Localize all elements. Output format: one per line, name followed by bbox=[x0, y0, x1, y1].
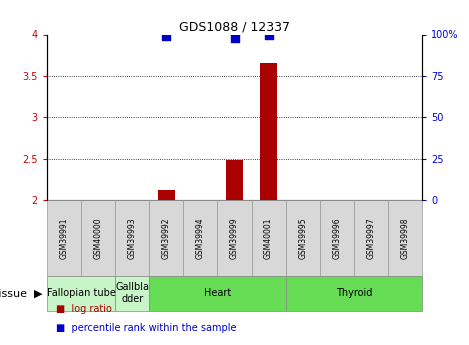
FancyBboxPatch shape bbox=[251, 200, 286, 276]
Text: Heart: Heart bbox=[204, 288, 231, 298]
Point bbox=[265, 32, 272, 37]
FancyBboxPatch shape bbox=[286, 200, 320, 276]
FancyBboxPatch shape bbox=[218, 200, 251, 276]
FancyBboxPatch shape bbox=[149, 276, 286, 310]
FancyBboxPatch shape bbox=[115, 200, 149, 276]
FancyBboxPatch shape bbox=[149, 200, 183, 276]
Bar bbox=[158, 190, 175, 200]
Text: GSM39999: GSM39999 bbox=[230, 217, 239, 259]
Text: Gallbla
dder: Gallbla dder bbox=[115, 283, 149, 304]
Bar bbox=[226, 160, 243, 200]
FancyBboxPatch shape bbox=[388, 200, 422, 276]
Text: GSM39998: GSM39998 bbox=[401, 217, 409, 259]
Text: ■  percentile rank within the sample: ■ percentile rank within the sample bbox=[56, 323, 237, 333]
FancyBboxPatch shape bbox=[354, 200, 388, 276]
FancyBboxPatch shape bbox=[81, 200, 115, 276]
Text: tissue  ▶: tissue ▶ bbox=[0, 288, 42, 298]
Bar bbox=[260, 63, 277, 200]
FancyBboxPatch shape bbox=[115, 276, 149, 310]
Text: Fallopian tube: Fallopian tube bbox=[46, 288, 115, 298]
Text: GSM39993: GSM39993 bbox=[128, 217, 136, 259]
Title: GDS1088 / 12337: GDS1088 / 12337 bbox=[179, 20, 290, 33]
Point bbox=[163, 33, 170, 39]
FancyBboxPatch shape bbox=[47, 200, 81, 276]
Text: GSM39995: GSM39995 bbox=[298, 217, 307, 259]
FancyBboxPatch shape bbox=[320, 200, 354, 276]
Text: Thyroid: Thyroid bbox=[336, 288, 372, 298]
Text: GSM39996: GSM39996 bbox=[333, 217, 341, 259]
Text: GSM39994: GSM39994 bbox=[196, 217, 205, 259]
Text: GSM39992: GSM39992 bbox=[162, 217, 171, 259]
Text: GSM39991: GSM39991 bbox=[60, 217, 68, 259]
FancyBboxPatch shape bbox=[183, 200, 218, 276]
Point bbox=[231, 35, 238, 41]
FancyBboxPatch shape bbox=[286, 276, 422, 310]
Text: GSM40001: GSM40001 bbox=[264, 217, 273, 259]
Text: GSM40000: GSM40000 bbox=[93, 217, 103, 259]
Text: GSM39997: GSM39997 bbox=[366, 217, 376, 259]
FancyBboxPatch shape bbox=[47, 276, 115, 310]
Text: ■  log ratio: ■ log ratio bbox=[56, 304, 112, 314]
